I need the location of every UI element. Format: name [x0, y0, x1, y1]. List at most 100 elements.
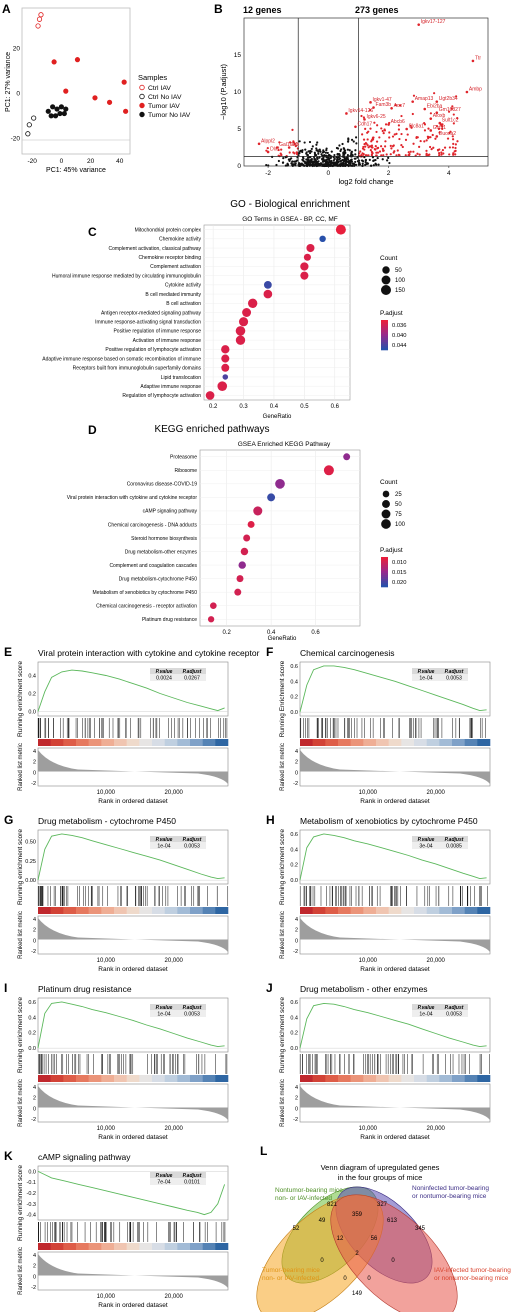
volcano-point [378, 150, 382, 153]
volcano-point [303, 141, 306, 144]
volcano-point [325, 149, 328, 152]
volcano-point [337, 153, 341, 156]
panel-label-j: J [266, 981, 273, 995]
gsea-es-y-label: Running enrichment score [17, 1165, 24, 1241]
go-count-swatch [382, 266, 390, 274]
go-dot [238, 317, 249, 327]
gsea-rank-color-cell [363, 907, 377, 914]
kegg-term-label: Platinum drug resistance [142, 617, 197, 623]
gsea-es-y-tick: -0.2 [27, 1191, 36, 1197]
kegg-count-legend-title: Count [380, 479, 398, 486]
gsea-metric-y-tick: 4 [33, 1085, 36, 1091]
volcano-point [298, 163, 302, 166]
volcano-point [309, 159, 312, 162]
go-padj-bar [381, 338, 388, 341]
gsea-rank-x-label: Rank in ordered dataset [360, 1134, 430, 1141]
go-subtitle: GO Terms in GSEA - BP, CC, MF [242, 216, 338, 223]
volcano-point [406, 133, 409, 136]
volcano-point [425, 149, 428, 152]
kegg-padj-bar [381, 583, 388, 586]
volcano-point [432, 146, 435, 149]
kegg-count-legend: 25 50 75 100 [381, 490, 406, 529]
volcano-point [311, 145, 314, 148]
volcano-point [456, 116, 459, 120]
volcano-point [328, 154, 331, 157]
kegg-term-label: Metabolism of xenobiotics by cytochrome … [93, 590, 198, 596]
volcano-point [366, 138, 369, 141]
go-term-label: Receptors built from immunoglobulin supe… [73, 366, 202, 372]
go-title: GO - Biological enrichment [230, 199, 350, 210]
gsea-rank-x-label: Rank in ordered dataset [98, 966, 168, 973]
go-term-label: Cytokine activity [165, 283, 202, 289]
gsea-rank-color-cell [101, 739, 115, 746]
gsea-rank-color-cell [464, 739, 478, 746]
gsea-rank-color-cell [164, 1243, 178, 1250]
go-count-legend: 50 100 150 [381, 266, 406, 295]
kegg-dot [210, 602, 217, 610]
volcano-point [302, 157, 305, 160]
go-padj-legend: 0.036 0.040 0.044 [381, 320, 407, 351]
venn-count: 12 [337, 1236, 344, 1242]
volcano-point [368, 158, 371, 162]
volcano-point [388, 136, 391, 139]
pca-point [36, 16, 43, 22]
gsea-rank-color-cell [401, 907, 415, 914]
gsea-metric-y-tick: 2 [295, 760, 298, 766]
volcano-point [317, 152, 320, 155]
volcano-point [375, 163, 378, 166]
volcano-gene-label: Amap13 [415, 96, 434, 102]
volcano-point [267, 164, 270, 167]
gsea-pvalue-header: P.value [418, 669, 435, 675]
kegg-title: KEGG enriched pathways [154, 424, 269, 435]
volcano-point [412, 94, 416, 97]
pca-point [48, 113, 54, 119]
gsea-title: Drug metabolism - other enzymes [300, 984, 428, 994]
go-padj-bar [381, 322, 388, 325]
volcano-point [390, 147, 393, 150]
volcano-point [375, 151, 378, 154]
gsea-rank-color-cell [50, 739, 64, 746]
kegg-padj-bar [381, 567, 388, 570]
volcano-gene-label: Abcb6 [391, 119, 405, 125]
go-padj-label: 0.036 [392, 323, 407, 329]
gsea-metric-y-tick: 4 [33, 1253, 36, 1259]
volcano-point [334, 163, 337, 167]
gsea-rank-tick: 20,000 [427, 1126, 446, 1132]
gsea-metric-plot-area [299, 747, 491, 787]
go-dot [247, 298, 258, 308]
gsea-metric-y-tick: -2 [31, 949, 36, 955]
volcano-gene-label: Dlx1 [270, 146, 280, 152]
volcano-point [339, 160, 342, 163]
volcano-y-tick: 10 [234, 89, 242, 96]
go-x-tick: 0.3 [239, 404, 248, 410]
kegg-padj-bar [381, 581, 388, 584]
volcano-point [317, 160, 320, 163]
volcano-point [332, 156, 335, 159]
volcano-point [381, 147, 384, 150]
gsea-rank-color-cell [50, 907, 64, 914]
volcano-point [404, 154, 407, 157]
volcano-point [368, 145, 372, 148]
volcano-point [448, 153, 451, 156]
volcano-point [377, 163, 380, 166]
gsea-es-y-tick: -0.1 [27, 1180, 36, 1186]
volcano-point [351, 164, 354, 167]
gsea-rank-tick: 10,000 [97, 1294, 116, 1300]
volcano-point [448, 131, 451, 135]
volcano-point [376, 156, 379, 160]
pca-legend-label: Tumor No IAV [148, 112, 191, 119]
gsea-pvalue: 7e-04 [157, 1180, 170, 1186]
volcano-point [429, 129, 433, 132]
volcano-panel: B 12 genes 273 genes Igkv17-127TtrAmbpIg… [214, 2, 489, 186]
go-x-tick: 0.6 [331, 404, 340, 410]
gsea-panel-h: H Metabolism of xenobiotics by cytochrome… [266, 813, 491, 973]
go-padj-bar [381, 340, 388, 343]
pca-x-tick: 0 [60, 158, 64, 165]
gsea-metric-y-tick: 0 [33, 1274, 36, 1280]
volcano-point [391, 145, 395, 148]
volcano-point [359, 150, 362, 153]
venn-label-orange-1: Tumor-bearing mice [262, 1267, 320, 1274]
volcano-point [346, 154, 349, 157]
volcano-gene-label: Gsta1 [433, 125, 447, 131]
